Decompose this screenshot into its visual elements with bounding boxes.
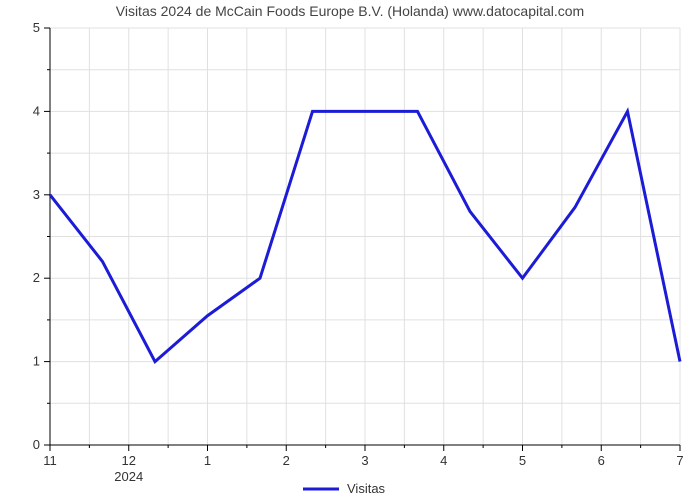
y-tick-label: 2 <box>33 270 40 285</box>
legend-label: Visitas <box>347 481 386 496</box>
y-tick-label: 1 <box>33 354 40 369</box>
x-tick-label: 6 <box>598 453 605 468</box>
y-tick-label: 4 <box>33 103 40 118</box>
line-chart: Visitas 2024 de McCain Foods Europe B.V.… <box>0 0 700 500</box>
x-tick-label: 5 <box>519 453 526 468</box>
y-tick-label: 0 <box>33 437 40 452</box>
x-tick-label: 2 <box>283 453 290 468</box>
x-tick-label: 1 <box>204 453 211 468</box>
x-tick-label: 7 <box>676 453 683 468</box>
x-tick-label: 4 <box>440 453 447 468</box>
x-tick-label: 11 <box>43 453 57 468</box>
x-tick-label: 3 <box>361 453 368 468</box>
y-tick-label: 5 <box>33 20 40 35</box>
chart-container: Visitas 2024 de McCain Foods Europe B.V.… <box>0 0 700 500</box>
y-tick-label: 3 <box>33 187 40 202</box>
x-tick-label: 12 <box>122 453 136 468</box>
chart-title: Visitas 2024 de McCain Foods Europe B.V.… <box>116 3 584 19</box>
x-secondary-label: 2024 <box>114 469 143 484</box>
